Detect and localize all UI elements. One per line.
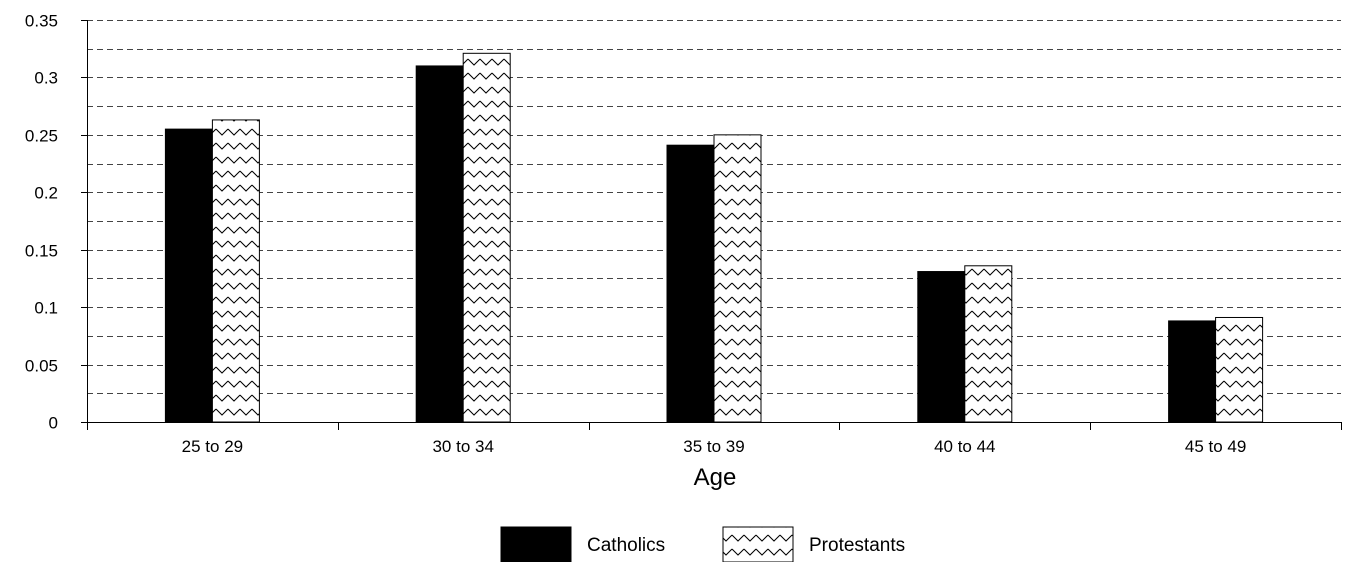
- y-tick-label: 0.3: [34, 69, 58, 88]
- bar-protestants: [462, 52, 511, 423]
- x-tick-label: 45 to 49: [1185, 437, 1246, 456]
- y-tick-label: 0.1: [34, 299, 58, 318]
- y-tick-label: 0.15: [25, 242, 58, 261]
- bar-protestants: [713, 134, 762, 423]
- bar-catholics: [164, 128, 213, 423]
- bar-catholics: [666, 144, 715, 423]
- legend-label-catholics: Catholics: [587, 535, 665, 556]
- y-axis: 0 0.05 0.1 0.15 0.2 0.25 0.3 0.35: [25, 12, 88, 433]
- bar-catholics: [917, 271, 966, 423]
- y-tick-label: 0.25: [25, 127, 58, 146]
- legend: Catholics Protestants: [500, 526, 905, 562]
- bar-protestants: [964, 265, 1013, 423]
- x-tick-label: 30 to 34: [432, 437, 493, 456]
- x-tick-label: 35 to 39: [683, 437, 744, 456]
- bar-catholics: [415, 65, 464, 423]
- y-tick-label: 0: [49, 414, 58, 433]
- y-tick-label: 0.2: [34, 184, 58, 203]
- y-tick-label: 0.05: [25, 357, 58, 376]
- bar-protestants: [211, 119, 260, 423]
- legend-swatch-catholics: [500, 526, 572, 562]
- legend-swatch-protestants: [722, 526, 794, 562]
- bar-protestants: [1215, 316, 1264, 423]
- gridlines: [87, 20, 1341, 394]
- bars: [164, 52, 1264, 423]
- x-tick-label: 25 to 29: [182, 437, 243, 456]
- x-axis: 25 to 29 30 to 34 35 to 39 40 to 44 45 to 49: [87, 422, 1342, 456]
- y-tick-label: 0.35: [25, 12, 58, 31]
- legend-label-protestants: Protestants: [809, 535, 905, 556]
- bar-catholics: [1168, 320, 1217, 423]
- x-tick-label: 40 to 44: [934, 437, 995, 456]
- x-axis-title: Age: [694, 464, 737, 491]
